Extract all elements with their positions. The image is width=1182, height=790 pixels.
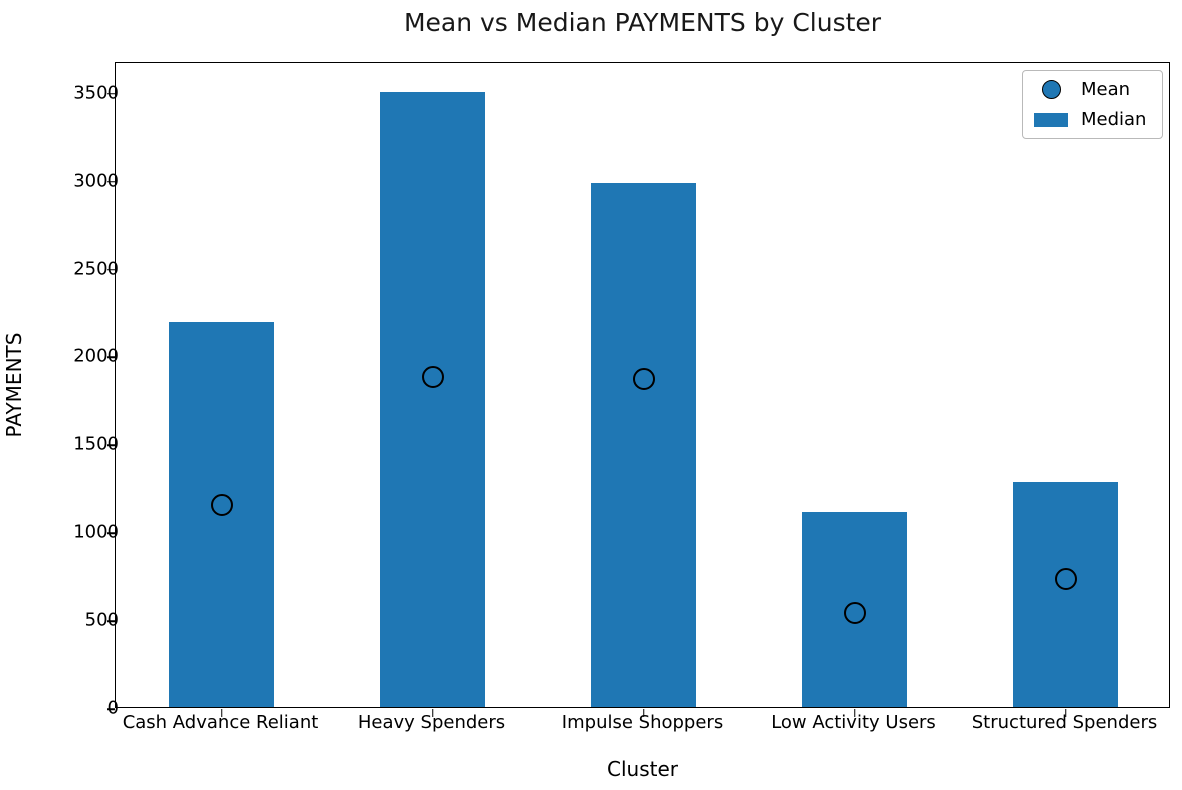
y-tick-label: 2500	[73, 258, 119, 280]
x-tick-mark	[642, 708, 645, 717]
x-axis-label: Cluster	[607, 757, 678, 781]
y-tick-label: 2000	[73, 345, 119, 367]
chart-title: Mean vs Median PAYMENTS by Cluster	[403, 8, 882, 37]
x-tick-label: Low Activity Users	[771, 712, 936, 733]
x-tick-mark	[220, 708, 223, 717]
median-bar	[1012, 482, 1119, 707]
legend-label: Median	[1081, 109, 1147, 130]
y-tick-label: 3500	[73, 82, 119, 104]
x-tick-mark	[1064, 708, 1067, 717]
y-tick-label: 1000	[73, 521, 119, 543]
y-tick-mark	[106, 93, 115, 95]
y-tick-mark	[106, 180, 115, 183]
legend-item-mean: Mean	[1033, 79, 1152, 100]
y-axis-label: PAYMENTS	[2, 332, 26, 438]
median-bar	[590, 183, 697, 707]
y-tick-label: 500	[84, 609, 119, 631]
y-tick-mark	[106, 532, 115, 534]
x-tick-label: Heavy Spenders	[357, 712, 506, 733]
x-tick-label: Structured Spenders	[971, 712, 1158, 733]
y-tick-label: 3000	[73, 170, 119, 192]
legend: Mean Median	[1022, 70, 1163, 139]
median-bar-icon	[1034, 112, 1068, 127]
y-tick-mark	[106, 444, 115, 447]
mean-marker	[1054, 567, 1077, 590]
legend-label: Mean	[1081, 79, 1131, 100]
x-tick-mark	[431, 708, 434, 717]
mean-marker-icon	[1041, 80, 1061, 99]
mean-marker	[210, 494, 233, 517]
plot-area	[106, 62, 1170, 717]
x-tick-label: Cash Advance Reliant	[122, 712, 319, 733]
y-tick-label: 0	[107, 697, 119, 719]
mean-marker	[843, 602, 866, 625]
legend-item-median: Median	[1033, 109, 1152, 130]
median-bar	[379, 91, 486, 707]
y-tick-mark	[106, 620, 115, 622]
y-tick-mark	[106, 268, 115, 271]
mean-marker	[421, 365, 444, 388]
y-tick-label: 1500	[73, 433, 119, 455]
y-tick-mark	[106, 356, 115, 359]
x-tick-label: Impulse Shoppers	[561, 712, 724, 733]
mean-marker	[632, 368, 655, 391]
x-tick-mark	[853, 708, 856, 717]
y-tick-mark	[106, 708, 115, 710]
